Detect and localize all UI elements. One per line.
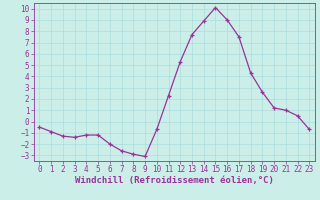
X-axis label: Windchill (Refroidissement éolien,°C): Windchill (Refroidissement éolien,°C) bbox=[75, 176, 274, 185]
